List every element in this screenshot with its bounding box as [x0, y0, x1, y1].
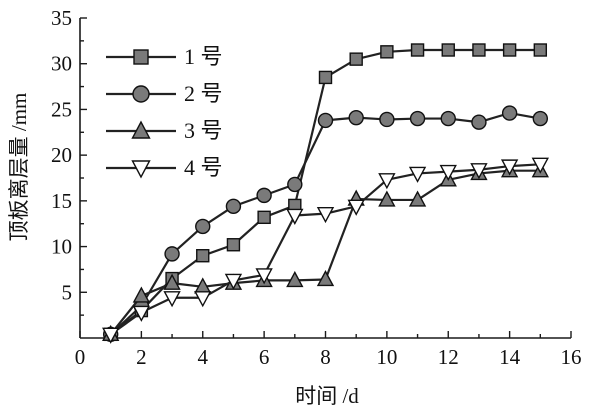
data-point-square	[349, 52, 363, 66]
legend-marker-square	[133, 49, 149, 65]
data-point-circle	[532, 110, 549, 127]
data-point-triangle-down	[347, 199, 365, 216]
y-tick-label: 35	[51, 6, 72, 30]
data-point-circle	[379, 111, 395, 128]
data-point-square	[533, 43, 548, 57]
data-point-square	[502, 43, 517, 57]
data-point-circle	[317, 112, 334, 129]
data-point-triangle-down	[316, 206, 335, 224]
series-layer	[102, 43, 549, 344]
data-point-circle	[287, 176, 303, 193]
data-point-square	[318, 70, 333, 85]
data-point-square	[380, 45, 394, 59]
legend-label: 2 号	[184, 81, 223, 106]
legend-label: 1 号	[184, 44, 223, 69]
data-point-triangle-down	[102, 327, 120, 344]
data-point-square	[196, 249, 210, 263]
axes: 0 2 4 6 8 10 12 14 16 5 10 15 20 25 30 35	[51, 6, 582, 369]
legend-item: 1 号	[106, 44, 223, 69]
y-tick-label: 10	[51, 235, 72, 259]
data-point-circle	[348, 109, 364, 126]
data-point-square	[226, 238, 241, 252]
data-point-triangle-down	[439, 164, 457, 182]
y-tick-label: 5	[62, 280, 73, 304]
x-tick-label: 0	[75, 345, 86, 369]
legend-item: 3 号	[106, 118, 223, 143]
data-point-triangle-down	[470, 163, 488, 180]
data-point-circle	[225, 198, 242, 215]
data-point-square	[257, 210, 271, 225]
x-tick-label: 12	[438, 345, 459, 369]
data-point-triangle-down	[224, 273, 243, 290]
x-tick-label: 14	[499, 345, 521, 369]
data-point-triangle-up	[132, 286, 151, 303]
data-point-triangle-down	[163, 291, 181, 308]
x-tick-label: 8	[320, 345, 331, 369]
x-tick-label: 4	[198, 345, 209, 369]
data-point-triangle-up	[378, 190, 396, 207]
data-point-triangle-down	[378, 173, 396, 190]
legend-marker-triangle-up	[131, 120, 151, 139]
data-point-triangle-down	[408, 166, 427, 183]
series-2	[102, 105, 549, 343]
data-point-triangle-down	[531, 157, 549, 174]
data-point-circle	[164, 246, 180, 262]
series-4	[102, 157, 549, 344]
data-point-triangle-up	[163, 273, 181, 290]
data-point-square	[472, 43, 486, 57]
data-point-triangle-up	[408, 190, 427, 207]
y-tick-label: 15	[51, 189, 72, 213]
data-point-square	[441, 43, 455, 57]
y-tick-label: 30	[51, 52, 72, 76]
legend-label: 3 号	[184, 118, 223, 143]
x-tick-label: 6	[259, 345, 270, 369]
data-point-circle	[256, 187, 272, 204]
x-tick-label: 2	[136, 345, 147, 369]
data-point-triangle-up	[286, 270, 304, 288]
data-point-circle	[471, 114, 487, 130]
data-point-triangle-down	[132, 305, 151, 322]
x-axis-title: 时间 /d	[295, 384, 359, 408]
data-point-circle	[195, 218, 211, 235]
legend-item: 4 号	[106, 155, 223, 180]
data-point-triangle-down	[255, 268, 273, 285]
data-point-circle	[501, 105, 518, 121]
legend: 1 号 2 号 3 号 4 号	[106, 44, 223, 180]
data-point-circle	[409, 110, 426, 127]
y-axis-title: 顶板离层量 /mm	[7, 93, 31, 242]
data-point-triangle-up	[316, 270, 335, 287]
legend-item: 2 号	[106, 81, 223, 106]
legend-label: 4 号	[184, 155, 223, 180]
data-point-triangle-down	[500, 159, 519, 176]
data-point-square	[410, 43, 425, 57]
data-point-circle	[440, 110, 456, 127]
y-tick-label: 20	[51, 143, 72, 167]
legend-marker-circle	[132, 85, 150, 103]
data-point-triangle-down	[194, 291, 212, 308]
data-point-triangle-down	[286, 208, 304, 225]
y-tick-label: 25	[51, 97, 72, 121]
x-tick-label: 10	[376, 345, 397, 369]
legend-marker-triangle-down	[131, 160, 151, 179]
x-tick-label: 16	[561, 345, 582, 369]
